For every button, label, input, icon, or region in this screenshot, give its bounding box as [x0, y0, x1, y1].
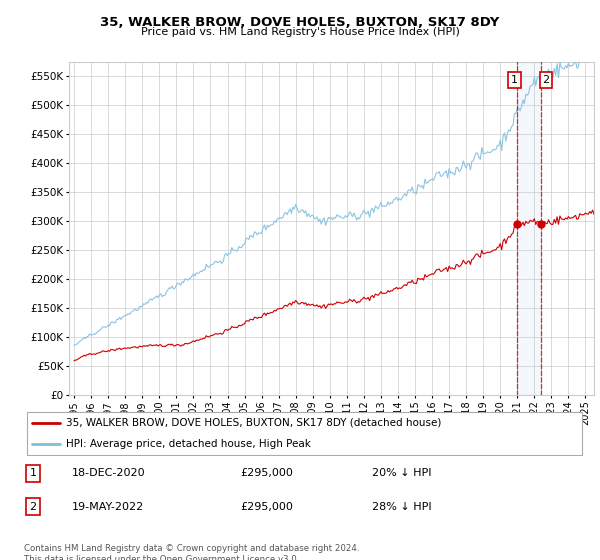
FancyBboxPatch shape [27, 412, 582, 455]
Text: 2: 2 [542, 75, 550, 85]
Text: £295,000: £295,000 [240, 502, 293, 512]
Text: 35, WALKER BROW, DOVE HOLES, BUXTON, SK17 8DY: 35, WALKER BROW, DOVE HOLES, BUXTON, SK1… [100, 16, 500, 29]
Text: HPI: Average price, detached house, High Peak: HPI: Average price, detached house, High… [66, 439, 311, 449]
Text: 20% ↓ HPI: 20% ↓ HPI [372, 468, 431, 478]
Text: 35, WALKER BROW, DOVE HOLES, BUXTON, SK17 8DY (detached house): 35, WALKER BROW, DOVE HOLES, BUXTON, SK1… [66, 418, 442, 428]
Text: £295,000: £295,000 [240, 468, 293, 478]
Text: 1: 1 [29, 468, 37, 478]
Text: 2: 2 [29, 502, 37, 512]
Text: Price paid vs. HM Land Registry's House Price Index (HPI): Price paid vs. HM Land Registry's House … [140, 27, 460, 37]
Text: Contains HM Land Registry data © Crown copyright and database right 2024.
This d: Contains HM Land Registry data © Crown c… [24, 544, 359, 560]
Bar [517, 62, 541, 395]
Text: 28% ↓ HPI: 28% ↓ HPI [372, 502, 431, 512]
Text: 19-MAY-2022: 19-MAY-2022 [72, 502, 144, 512]
Text: 18-DEC-2020: 18-DEC-2020 [72, 468, 146, 478]
Text: 1: 1 [511, 75, 518, 85]
